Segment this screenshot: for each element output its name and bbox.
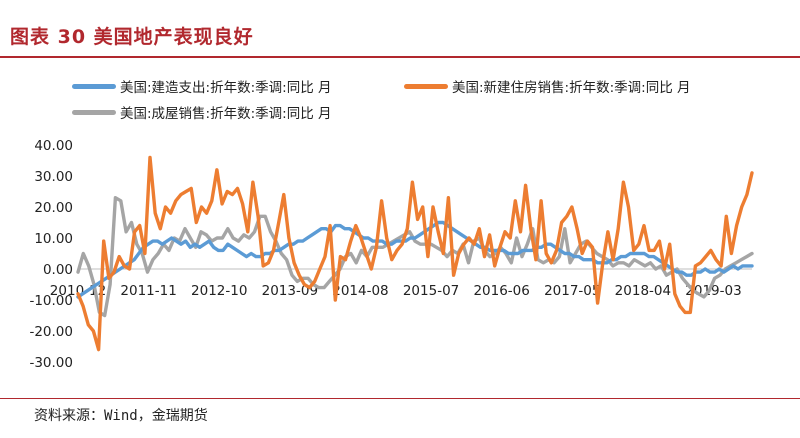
source-note: 资料来源：Wind，金瑞期货 — [34, 408, 208, 424]
legend: 美国:建造支出:折年数:季调:同比 月 美国:新建住房销售:折年数:季调:同比 … — [0, 72, 800, 122]
legend-item-construction: 美国:建造支出:折年数:季调:同比 月 — [72, 76, 331, 96]
y-tick-label: -30.00 — [29, 355, 73, 371]
x-axis: 2010-12 2011-11 2012-10 2013-09 2014-08 2015-… — [50, 268, 752, 299]
legend-label-existing-home: 美国:成屋销售:折年数:季调:同比 月 — [120, 106, 332, 122]
legend-item-existing-home: 美国:成屋销售:折年数:季调:同比 月 — [72, 102, 331, 122]
y-tick-label: 20.00 — [34, 200, 73, 216]
construction-spending-series — [76, 220, 754, 299]
x-tick-label: 2018-04 — [615, 283, 671, 299]
y-tick-label: -20.00 — [29, 324, 73, 340]
title-bar: 图表 30 美国地产表现良好 — [0, 0, 800, 58]
new-home-sales-series — [76, 155, 754, 352]
x-tick-label: 2015-07 — [403, 283, 459, 299]
y-axis: 40.00 30.00 20.00 10.00 0.00 -10.00 -20.00 -30.… — [29, 138, 73, 371]
x-tick-label: 2012-10 — [191, 283, 247, 299]
chart-title: 图表 30 美国地产表现良好 — [10, 26, 254, 48]
y-tick-label: 30.00 — [34, 169, 73, 185]
legend-swatch-existing-home — [72, 109, 116, 115]
title-rule — [0, 56, 800, 58]
x-tick-label: 2011-11 — [120, 283, 176, 299]
y-tick-label: 40.00 — [34, 138, 73, 154]
x-tick-label: 2014-08 — [332, 283, 388, 299]
x-tick-label: 2017-05 — [544, 283, 600, 299]
y-tick-label: 10.00 — [34, 231, 73, 247]
y-tick-label: -10.00 — [29, 293, 73, 309]
legend-label-construction: 美国:建造支出:折年数:季调:同比 月 — [120, 80, 332, 96]
legend-label-new-home: 美国:新建住房销售:折年数:季调:同比 月 — [452, 80, 691, 96]
legend-swatch-construction — [72, 83, 116, 89]
x-tick-label: 2013-09 — [262, 283, 318, 299]
series-layer — [76, 155, 754, 352]
x-tick-label: 2016-06 — [473, 283, 529, 299]
y-tick-label: 0.00 — [43, 262, 73, 278]
legend-item-new-home: 美国:新建住房销售:折年数:季调:同比 月 — [404, 76, 690, 96]
legend-swatch-new-home — [404, 83, 448, 89]
existing-home-sales-series — [76, 195, 754, 318]
footer-rule — [0, 398, 800, 399]
